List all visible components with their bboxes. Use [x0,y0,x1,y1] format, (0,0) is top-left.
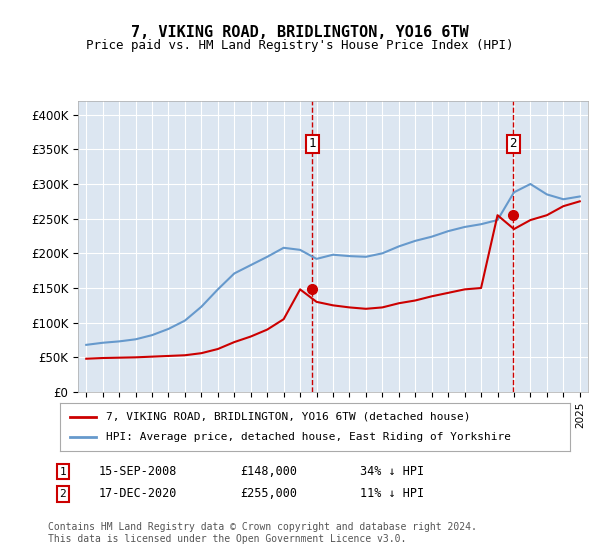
Text: 15-SEP-2008: 15-SEP-2008 [99,465,178,478]
Text: 17-DEC-2020: 17-DEC-2020 [99,487,178,501]
Text: 1: 1 [59,466,67,477]
Text: 2: 2 [509,137,517,150]
Text: 7, VIKING ROAD, BRIDLINGTON, YO16 6TW: 7, VIKING ROAD, BRIDLINGTON, YO16 6TW [131,25,469,40]
Text: 34% ↓ HPI: 34% ↓ HPI [360,465,424,478]
Text: 11% ↓ HPI: 11% ↓ HPI [360,487,424,501]
Text: Contains HM Land Registry data © Crown copyright and database right 2024.
This d: Contains HM Land Registry data © Crown c… [48,522,477,544]
Text: HPI: Average price, detached house, East Riding of Yorkshire: HPI: Average price, detached house, East… [106,432,511,442]
Text: £148,000: £148,000 [240,465,297,478]
Text: £255,000: £255,000 [240,487,297,501]
Text: 7, VIKING ROAD, BRIDLINGTON, YO16 6TW (detached house): 7, VIKING ROAD, BRIDLINGTON, YO16 6TW (d… [106,412,470,422]
Text: 2: 2 [59,489,67,499]
Text: 1: 1 [308,137,316,150]
Text: Price paid vs. HM Land Registry's House Price Index (HPI): Price paid vs. HM Land Registry's House … [86,39,514,52]
